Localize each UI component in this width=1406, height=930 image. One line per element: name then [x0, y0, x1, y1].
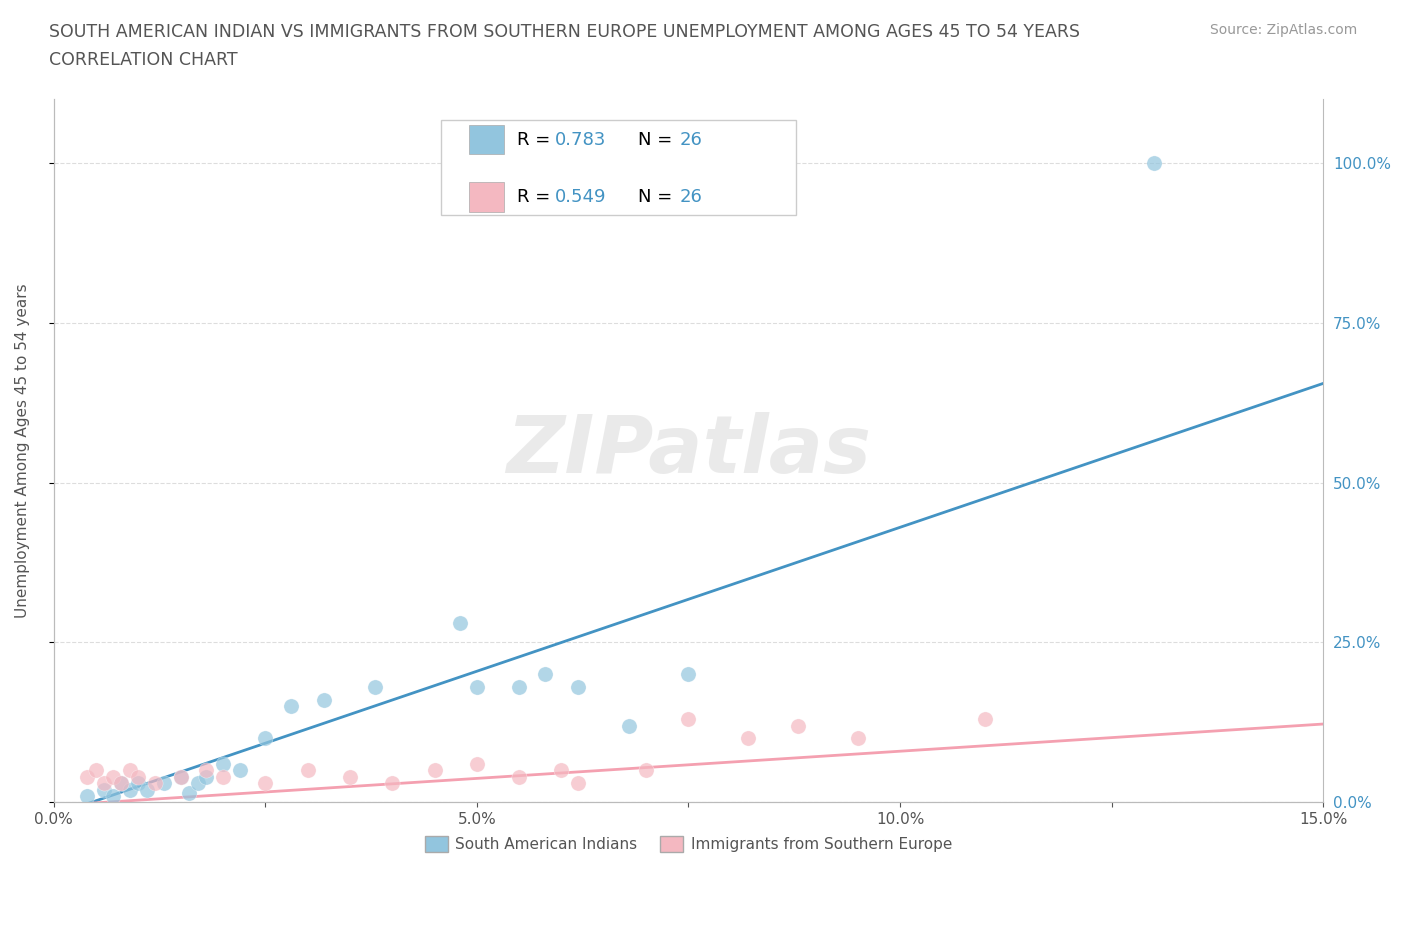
- Point: [93, 776, 115, 790]
- Point: [110, 776, 132, 790]
- Point: [533, 667, 555, 682]
- Point: [297, 763, 319, 777]
- Point: [550, 763, 572, 777]
- Point: [143, 776, 166, 790]
- Point: [101, 769, 124, 784]
- Text: Source: ZipAtlas.com: Source: ZipAtlas.com: [1209, 23, 1357, 37]
- Point: [465, 680, 488, 695]
- Point: [381, 776, 404, 790]
- Text: ZIPatlas: ZIPatlas: [506, 412, 870, 489]
- Point: [118, 763, 141, 777]
- Point: [169, 769, 191, 784]
- Text: N =: N =: [638, 130, 678, 149]
- Text: R =: R =: [517, 188, 555, 206]
- Point: [787, 718, 810, 733]
- Point: [229, 763, 252, 777]
- Text: 0.783: 0.783: [555, 130, 606, 149]
- Point: [508, 680, 530, 695]
- Point: [449, 616, 471, 631]
- Point: [135, 782, 157, 797]
- Text: 26: 26: [679, 188, 703, 206]
- Point: [127, 776, 149, 790]
- Point: [423, 763, 446, 777]
- Point: [973, 711, 995, 726]
- Point: [93, 782, 115, 797]
- Point: [314, 693, 336, 708]
- Point: [567, 680, 589, 695]
- Point: [678, 711, 700, 726]
- Point: [619, 718, 641, 733]
- Y-axis label: Unemployment Among Ages 45 to 54 years: Unemployment Among Ages 45 to 54 years: [15, 284, 30, 618]
- Point: [678, 667, 700, 682]
- Point: [186, 776, 208, 790]
- Text: 0.549: 0.549: [555, 188, 606, 206]
- Point: [76, 789, 98, 804]
- Point: [127, 769, 149, 784]
- Point: [364, 680, 387, 695]
- Text: CORRELATION CHART: CORRELATION CHART: [49, 51, 238, 69]
- Text: R =: R =: [517, 130, 555, 149]
- Point: [118, 782, 141, 797]
- FancyBboxPatch shape: [468, 182, 505, 212]
- Point: [737, 731, 759, 746]
- Point: [567, 776, 589, 790]
- Point: [101, 789, 124, 804]
- Point: [212, 769, 235, 784]
- Point: [636, 763, 658, 777]
- Point: [212, 757, 235, 772]
- Point: [280, 699, 302, 714]
- Point: [846, 731, 869, 746]
- Point: [152, 776, 174, 790]
- Point: [508, 769, 530, 784]
- Text: 26: 26: [679, 130, 703, 149]
- Point: [177, 785, 200, 800]
- Point: [465, 757, 488, 772]
- Point: [76, 769, 98, 784]
- Point: [339, 769, 361, 784]
- Text: N =: N =: [638, 188, 678, 206]
- Point: [110, 776, 132, 790]
- Point: [254, 731, 277, 746]
- Point: [194, 763, 217, 777]
- FancyBboxPatch shape: [468, 125, 505, 154]
- Point: [254, 776, 277, 790]
- Point: [1143, 155, 1166, 170]
- Point: [84, 763, 107, 777]
- Legend: South American Indians, Immigrants from Southern Europe: South American Indians, Immigrants from …: [419, 830, 959, 858]
- Point: [169, 769, 191, 784]
- Point: [194, 769, 217, 784]
- Text: SOUTH AMERICAN INDIAN VS IMMIGRANTS FROM SOUTHERN EUROPE UNEMPLOYMENT AMONG AGES: SOUTH AMERICAN INDIAN VS IMMIGRANTS FROM…: [49, 23, 1080, 41]
- FancyBboxPatch shape: [441, 120, 796, 215]
